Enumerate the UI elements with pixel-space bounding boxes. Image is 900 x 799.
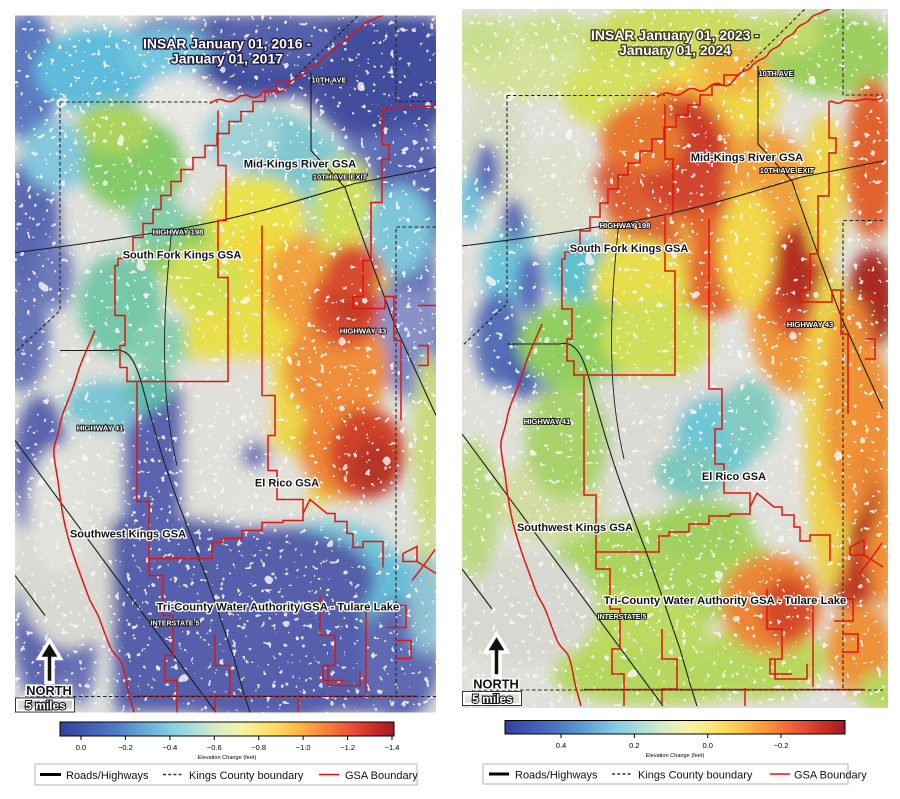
svg-text:January 01, 2024: January 01, 2024 [619, 42, 731, 58]
svg-text:−0.2: −0.2 [118, 743, 133, 752]
svg-text:Elevation Change (feet): Elevation Change (feet) [198, 755, 257, 761]
svg-text:January 01, 2017: January 01, 2017 [171, 51, 283, 67]
svg-text:Kings County boundary: Kings County boundary [638, 770, 753, 782]
svg-text:−1.2: −1.2 [340, 743, 355, 752]
svg-text:GSA Boundary: GSA Boundary [345, 770, 418, 782]
svg-text:GSA Boundary: GSA Boundary [794, 770, 867, 782]
svg-text:−1.0: −1.0 [296, 743, 311, 752]
svg-text:0.4: 0.4 [556, 741, 566, 750]
svg-text:0.0: 0.0 [76, 743, 86, 752]
svg-text:Elevation Change (feet): Elevation Change (feet) [646, 753, 705, 759]
svg-text:−1.4: −1.4 [385, 743, 400, 752]
svg-text:−0.4: −0.4 [162, 743, 177, 752]
svg-text:−0.2: −0.2 [774, 741, 789, 750]
svg-text:Roads/Highways: Roads/Highways [66, 770, 149, 782]
svg-text:0.2: 0.2 [629, 741, 639, 750]
svg-text:−0.6: −0.6 [207, 743, 222, 752]
svg-text:INSAR January 01, 2023 -: INSAR January 01, 2023 - [591, 27, 759, 43]
svg-text:Roads/Highways: Roads/Highways [515, 770, 598, 782]
svg-text:Kings County boundary: Kings County boundary [189, 770, 304, 782]
svg-text:−0.8: −0.8 [251, 743, 266, 752]
svg-text:INSAR January 01, 2016 -: INSAR January 01, 2016 - [143, 36, 311, 52]
svg-text:0.0: 0.0 [702, 741, 712, 750]
